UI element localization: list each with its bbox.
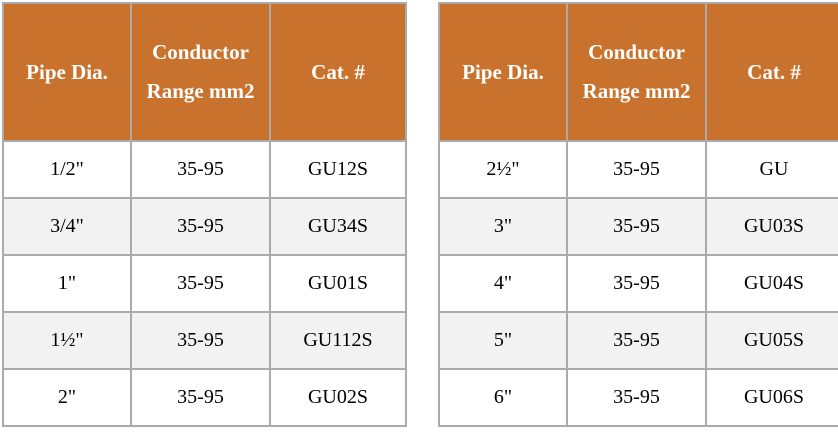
- cell-conductor-range: 35-95: [130, 140, 271, 199]
- table-row: 2" 35-95 GU02S: [2, 368, 407, 427]
- cell-pipe-dia: 1/2": [2, 140, 132, 199]
- table-row: 5" 35-95 GU05S: [438, 311, 838, 370]
- cell-cat-num: GU04S: [705, 254, 838, 313]
- header-row: Pipe Dia. Conductor Range mm2 Cat. #: [438, 2, 838, 142]
- table-row: 1½" 35-95 GU112S: [2, 311, 407, 370]
- cell-conductor-range: 35-95: [130, 368, 271, 427]
- column-header-conductor-range: Conductor Range mm2: [130, 2, 271, 142]
- header-row: Pipe Dia. Conductor Range mm2 Cat. #: [2, 2, 407, 142]
- cell-cat-num: GU: [705, 140, 838, 199]
- cell-pipe-dia: 2½": [438, 140, 568, 199]
- cell-cat-num: GU05S: [705, 311, 838, 370]
- table-row: 1/2" 35-95 GU12S: [2, 140, 407, 199]
- cell-cat-num: GU12S: [269, 140, 407, 199]
- table-row: 3/4" 35-95 GU34S: [2, 197, 407, 256]
- cell-cat-num: GU02S: [269, 368, 407, 427]
- column-header-cat-num: Cat. #: [705, 2, 838, 142]
- column-header-pipe-dia: Pipe Dia.: [438, 2, 568, 142]
- column-header-cat-num: Cat. #: [269, 2, 407, 142]
- cell-pipe-dia: 6": [438, 368, 568, 427]
- cell-pipe-dia: 3": [438, 197, 568, 256]
- cell-cat-num: GU112S: [269, 311, 407, 370]
- cell-conductor-range: 35-95: [130, 197, 271, 256]
- table-row: 3" 35-95 GU03S: [438, 197, 838, 256]
- cell-pipe-dia: 1": [2, 254, 132, 313]
- table-row: 1" 35-95 GU01S: [2, 254, 407, 313]
- column-header-conductor-range: Conductor Range mm2: [566, 2, 707, 142]
- cell-cat-num: GU06S: [705, 368, 838, 427]
- cell-conductor-range: 35-95: [566, 197, 707, 256]
- cell-cat-num: GU03S: [705, 197, 838, 256]
- cell-conductor-range: 35-95: [566, 254, 707, 313]
- cell-pipe-dia: 2": [2, 368, 132, 427]
- pipe-table-left: Pipe Dia. Conductor Range mm2 Cat. # 1/2…: [2, 2, 407, 427]
- table-row: 6" 35-95 GU06S: [438, 368, 838, 427]
- cell-cat-num: GU01S: [269, 254, 407, 313]
- table-row: 4" 35-95 GU04S: [438, 254, 838, 313]
- cell-cat-num: GU34S: [269, 197, 407, 256]
- pipe-table-right: Pipe Dia. Conductor Range mm2 Cat. # 2½"…: [438, 2, 838, 427]
- catalog-tables-container: Pipe Dia. Conductor Range mm2 Cat. # 1/2…: [2, 2, 838, 427]
- cell-pipe-dia: 3/4": [2, 197, 132, 256]
- cell-conductor-range: 35-95: [566, 311, 707, 370]
- cell-conductor-range: 35-95: [130, 254, 271, 313]
- cell-conductor-range: 35-95: [130, 311, 271, 370]
- table-row: 2½" 35-95 GU: [438, 140, 838, 199]
- cell-pipe-dia: 1½": [2, 311, 132, 370]
- cell-pipe-dia: 4": [438, 254, 568, 313]
- cell-conductor-range: 35-95: [566, 368, 707, 427]
- column-header-pipe-dia: Pipe Dia.: [2, 2, 132, 142]
- cell-conductor-range: 35-95: [566, 140, 707, 199]
- cell-pipe-dia: 5": [438, 311, 568, 370]
